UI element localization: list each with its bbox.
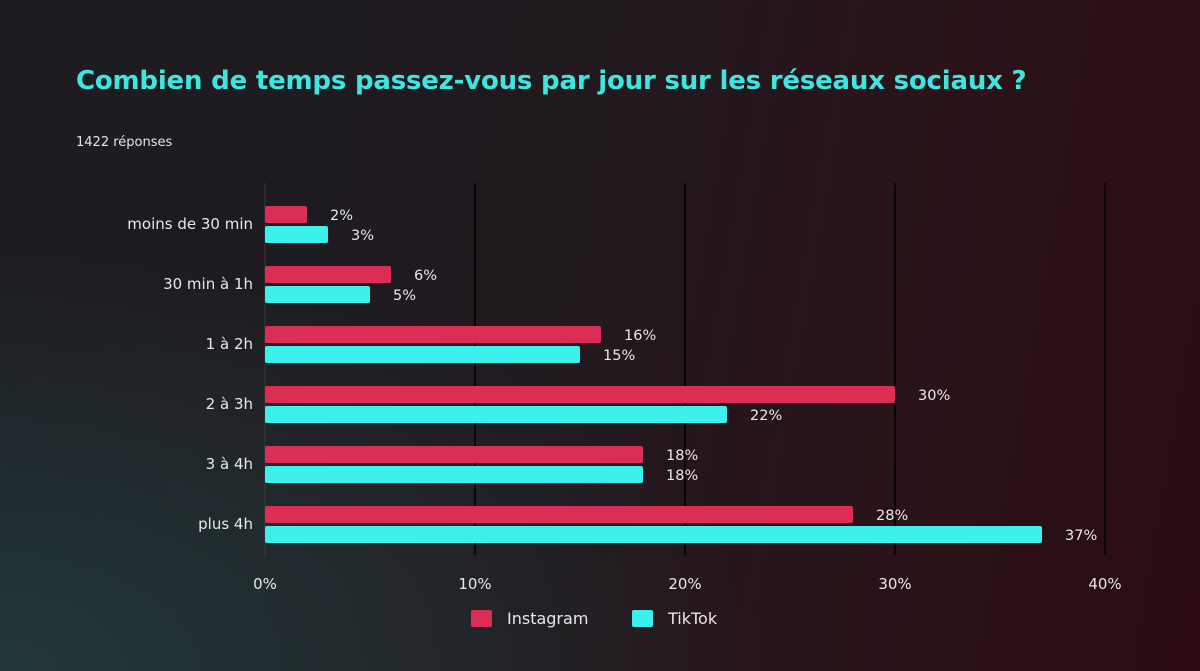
chart-title: Combien de temps passez-vous par jour su… xyxy=(76,66,1027,96)
data-label: 30% xyxy=(918,388,950,404)
data-label: 16% xyxy=(624,328,656,344)
legend-label: TikTok xyxy=(667,609,718,628)
bar-tiktok xyxy=(265,286,370,303)
data-label: 37% xyxy=(1065,528,1097,544)
data-label: 18% xyxy=(666,448,698,464)
data-label: 2% xyxy=(330,208,353,224)
x-tick-label: 40% xyxy=(1088,575,1121,593)
bar-tiktok xyxy=(265,526,1042,543)
bar-instagram xyxy=(265,386,895,403)
bar-instagram xyxy=(265,206,307,223)
data-label: 22% xyxy=(750,408,782,424)
response-count: 1422 réponses xyxy=(76,135,173,150)
bar-instagram xyxy=(265,506,853,523)
x-tick-label: 30% xyxy=(878,575,911,593)
x-tick-label: 20% xyxy=(668,575,701,593)
bar-tiktok xyxy=(265,346,580,363)
bar-instagram xyxy=(265,266,391,283)
data-label: 5% xyxy=(393,288,416,304)
x-tick-label: 10% xyxy=(458,575,491,593)
category-label: 1 à 2h xyxy=(206,335,253,353)
category-label: 3 à 4h xyxy=(206,455,253,473)
x-tick-label: 0% xyxy=(253,575,277,593)
data-label: 15% xyxy=(603,348,635,364)
data-label: 18% xyxy=(666,468,698,484)
legend-swatch-instagram xyxy=(471,610,492,627)
data-label: 28% xyxy=(876,508,908,524)
bar-instagram xyxy=(265,326,601,343)
data-label: 3% xyxy=(351,228,374,244)
bar-tiktok xyxy=(265,466,643,483)
category-label: moins de 30 min xyxy=(127,215,253,233)
category-label: plus 4h xyxy=(198,515,253,533)
bar-tiktok xyxy=(265,406,727,423)
bar-instagram xyxy=(265,446,643,463)
legend-swatch-tiktok xyxy=(632,610,653,627)
legend-label: Instagram xyxy=(507,609,588,628)
category-label: 30 min à 1h xyxy=(163,275,253,293)
bar-tiktok xyxy=(265,226,328,243)
data-label: 6% xyxy=(414,268,437,284)
category-label: 2 à 3h xyxy=(206,395,253,413)
